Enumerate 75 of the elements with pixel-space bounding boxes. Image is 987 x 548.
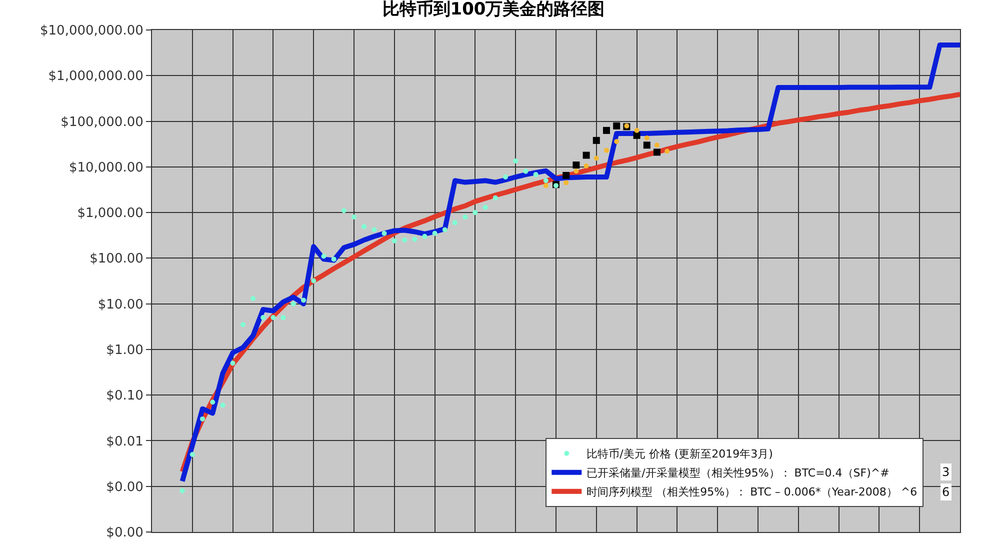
point <box>582 152 590 159</box>
point <box>280 315 286 320</box>
y-tick-label: $1,000,000.00 <box>48 69 144 84</box>
y-tick-label: $1.00 <box>106 343 144 358</box>
y-tick-label: $10,000,000.00 <box>40 24 144 39</box>
point <box>442 227 448 232</box>
point <box>592 136 600 144</box>
point <box>230 360 236 366</box>
chart-title: 比特币到100万美金的路径图 <box>382 0 605 20</box>
point <box>604 148 609 153</box>
y-tick-label: $0.10 <box>106 388 144 404</box>
point <box>482 204 488 210</box>
point <box>412 236 418 242</box>
point <box>472 210 478 216</box>
point <box>594 156 599 161</box>
point <box>452 220 458 226</box>
point <box>633 132 640 139</box>
legend-label: 时间序列模型 （相关性95%）： BTC – 0.006*（Year-2008） ^6 <box>586 486 918 499</box>
point <box>572 162 580 169</box>
point <box>260 315 266 320</box>
point <box>321 254 326 259</box>
point <box>634 128 640 133</box>
point <box>503 174 508 180</box>
annotation: 6 <box>942 485 950 499</box>
point <box>210 400 216 405</box>
point <box>432 230 438 236</box>
y-tick-label: $0.01 <box>106 434 144 450</box>
point <box>362 224 367 230</box>
point <box>331 256 336 262</box>
point <box>654 142 660 148</box>
point <box>220 402 226 408</box>
point <box>643 142 650 149</box>
point <box>240 322 246 328</box>
y-tick-label: $1,000.00 <box>77 206 144 222</box>
legend-label: 已开采储量/开采量模型（相关性95%）： BTC=0.4（SF)^# <box>586 466 890 480</box>
point <box>402 238 407 243</box>
point <box>382 230 387 236</box>
y-tick-label: $0.00 <box>106 526 144 541</box>
point <box>562 172 570 179</box>
point <box>301 298 306 303</box>
point <box>614 139 620 144</box>
point <box>603 126 610 134</box>
point <box>250 296 256 302</box>
point <box>613 122 620 130</box>
point <box>523 168 528 174</box>
y-tick-label: $100,000.00 <box>60 114 144 130</box>
point <box>654 148 660 156</box>
point <box>422 234 428 239</box>
point <box>584 163 589 168</box>
y-tick-label: $0.00 <box>106 480 144 495</box>
point <box>543 178 548 184</box>
point <box>462 214 468 220</box>
point <box>290 301 296 306</box>
point <box>200 416 205 422</box>
point <box>341 208 346 214</box>
point <box>311 278 316 284</box>
legend-label: 比特币/美元 价格 (更新至2019年3月) <box>586 448 773 461</box>
point <box>180 488 185 494</box>
point <box>564 180 569 186</box>
point <box>352 214 356 220</box>
y-tick-label: $10.00 <box>98 297 144 312</box>
point <box>543 183 548 188</box>
y-tick-label: $10,000.00 <box>68 160 144 176</box>
point <box>574 168 579 174</box>
point <box>533 172 538 178</box>
point <box>644 136 650 140</box>
y-tick-label: $100.00 <box>90 252 144 267</box>
point <box>513 158 518 164</box>
point <box>190 452 195 457</box>
annotation: 3 <box>942 465 950 479</box>
point <box>270 315 276 320</box>
point <box>492 195 498 200</box>
point <box>372 227 377 232</box>
point <box>392 238 397 244</box>
point <box>664 148 670 154</box>
